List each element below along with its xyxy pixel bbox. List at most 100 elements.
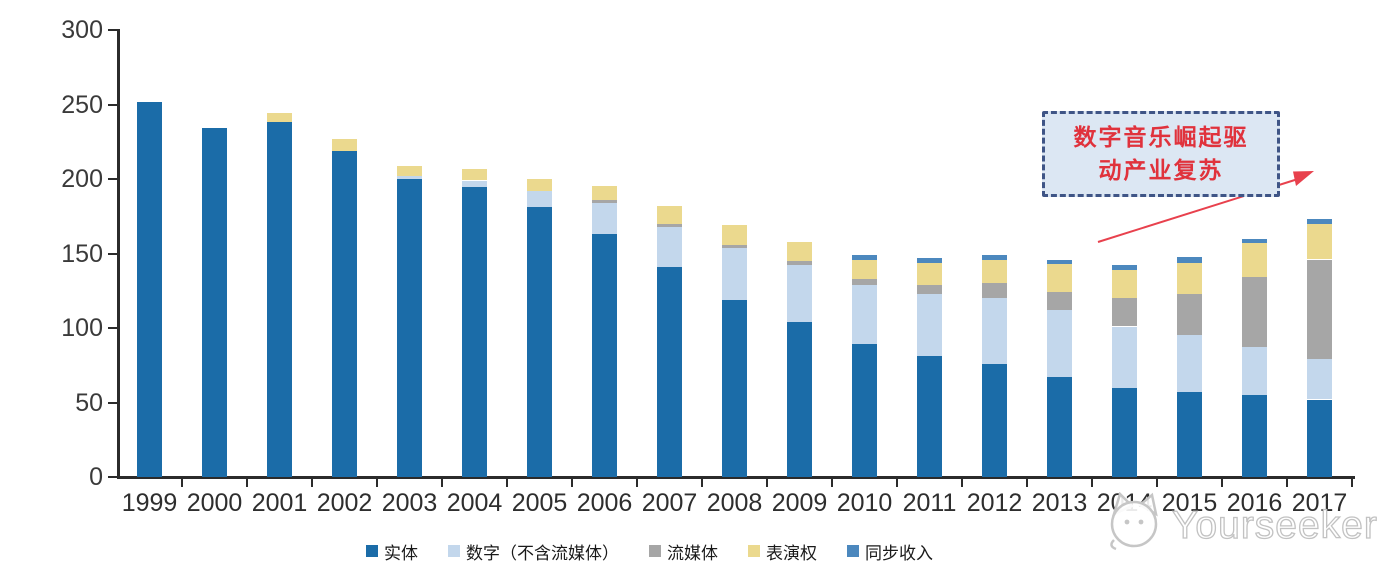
bar-segment-2015-同步收入 [1177, 256, 1202, 263]
bar-segment-2002-实体 [332, 150, 357, 477]
bar-segment-2017-实体 [1307, 399, 1332, 477]
bar-segment-2005-数字（不含流媒体） [527, 190, 552, 208]
y-axis-tick [108, 103, 117, 106]
chart-legend: 实体 数字（不含流媒体） 流媒体 表演权 同步收入 [366, 538, 933, 564]
x-axis-tick [701, 479, 703, 487]
y-axis-label: 50 [75, 388, 103, 417]
x-axis-tick [1091, 479, 1093, 487]
x-axis-label: 2008 [706, 489, 763, 517]
y-axis-label: 250 [61, 90, 103, 119]
x-axis-label: 2016 [1226, 489, 1283, 517]
bar-segment-2008-数字（不含流媒体） [722, 247, 747, 300]
x-axis-tick [1026, 479, 1028, 487]
y-axis-tick [108, 178, 117, 180]
bar-segment-2015-流媒体 [1177, 293, 1202, 336]
legend-item-2: 流媒体 [649, 539, 718, 564]
bar-segment-2010-流媒体 [852, 278, 877, 285]
bar-segment-2014-同步收入 [1112, 265, 1137, 270]
y-axis-tick [108, 401, 117, 404]
bar-segment-2016-流媒体 [1242, 277, 1267, 348]
x-axis-tick [831, 479, 833, 487]
bar-segment-2014-实体 [1112, 387, 1137, 477]
bar-segment-2007-实体 [657, 266, 682, 477]
legend-item-1: 数字（不含流媒体） [448, 539, 619, 564]
bar-segment-2009-实体 [787, 322, 812, 477]
bar-segment-2007-表演权 [657, 205, 682, 224]
x-axis-tick [376, 479, 378, 487]
bar-segment-2004-实体 [462, 186, 487, 477]
bar-segment-2009-流媒体 [787, 260, 812, 266]
bar-segment-2011-同步收入 [917, 258, 942, 263]
annotation-callout-box: 数字音乐崛起驱 动产业复苏 [1042, 111, 1280, 197]
bar-segment-2013-实体 [1047, 377, 1072, 477]
bar-segment-2007-流媒体 [657, 223, 682, 227]
bar-segment-2011-实体 [917, 356, 942, 477]
x-axis-tick [636, 479, 638, 487]
bar-segment-2003-实体 [397, 179, 422, 477]
y-axis-label: 0 [89, 463, 103, 491]
bar-segment-2017-表演权 [1307, 223, 1332, 260]
bar-segment-2013-同步收入 [1047, 259, 1072, 264]
bar-segment-2012-同步收入 [982, 255, 1007, 260]
bar-segment-2004-数字（不含流媒体） [462, 180, 487, 187]
x-axis-tick [506, 479, 508, 487]
legend-item-0: 实体 [366, 539, 418, 564]
x-axis-tick [181, 479, 183, 487]
x-axis-tick [1351, 479, 1353, 487]
legend-label: 同步收入 [865, 543, 933, 564]
bar-segment-2010-同步收入 [852, 255, 877, 260]
y-axis-tick [108, 327, 117, 329]
x-axis-label: 2013 [1031, 489, 1088, 517]
bar-segment-2017-同步收入 [1307, 219, 1332, 224]
x-axis-label: 2007 [641, 489, 698, 517]
y-axis-label: 150 [61, 239, 103, 268]
bar-segment-2015-表演权 [1177, 262, 1202, 294]
legend-swatch-icon [649, 545, 661, 557]
y-axis-label: 100 [61, 314, 103, 342]
bar-segment-2005-实体 [527, 207, 552, 477]
bar-segment-2015-实体 [1177, 392, 1202, 477]
bar-segment-2014-流媒体 [1112, 298, 1137, 327]
legend-item-4: 同步收入 [847, 539, 933, 564]
bar-segment-2011-流媒体 [917, 284, 942, 294]
bar-segment-2002-表演权 [332, 138, 357, 151]
x-axis-line [117, 476, 1355, 479]
annotation-text-line2: 动产业复苏 [1098, 157, 1224, 184]
bar-segment-2008-实体 [722, 299, 747, 477]
bar-segment-2010-实体 [852, 344, 877, 477]
arrow-head-icon [1293, 171, 1314, 186]
legend-swatch-icon [748, 545, 760, 557]
bar-segment-2016-表演权 [1242, 243, 1267, 278]
bar-segment-2004-表演权 [462, 168, 487, 181]
x-axis-label: 2017 [1291, 489, 1348, 517]
bar-segment-2013-流媒体 [1047, 292, 1072, 311]
legend-label: 表演权 [766, 543, 817, 564]
bar-segment-2006-实体 [592, 234, 617, 477]
bar-segment-2017-数字（不含流媒体） [1307, 359, 1332, 400]
x-axis-tick [896, 479, 898, 487]
y-axis-tick [108, 252, 117, 255]
legend-label: 数字（不含流媒体） [466, 543, 619, 564]
y-axis-tick [108, 29, 117, 31]
legend-swatch-icon [448, 545, 460, 557]
bar-segment-2003-表演权 [397, 165, 422, 176]
y-axis-tick [108, 476, 117, 478]
bar-segment-2016-实体 [1242, 395, 1267, 478]
bar-segment-2010-表演权 [852, 259, 877, 279]
bar-segment-2009-表演权 [787, 241, 812, 261]
bar-segment-2003-数字（不含流媒体） [397, 176, 422, 179]
bar-segment-2006-表演权 [592, 186, 617, 200]
bar-segment-2012-表演权 [982, 259, 1007, 284]
x-axis-label: 2003 [381, 489, 438, 517]
bar-segment-2011-数字（不含流媒体） [917, 293, 942, 357]
legend-item-3: 表演权 [748, 539, 817, 564]
x-axis-label: 2004 [446, 489, 503, 517]
x-axis-label: 2001 [251, 489, 308, 517]
bar-segment-2006-数字（不含流媒体） [592, 202, 617, 235]
bar-segment-1999-实体 [137, 101, 162, 477]
x-axis-tick [1286, 479, 1288, 487]
bar-segment-2016-数字（不含流媒体） [1242, 347, 1267, 396]
legend-swatch-icon [847, 545, 859, 557]
